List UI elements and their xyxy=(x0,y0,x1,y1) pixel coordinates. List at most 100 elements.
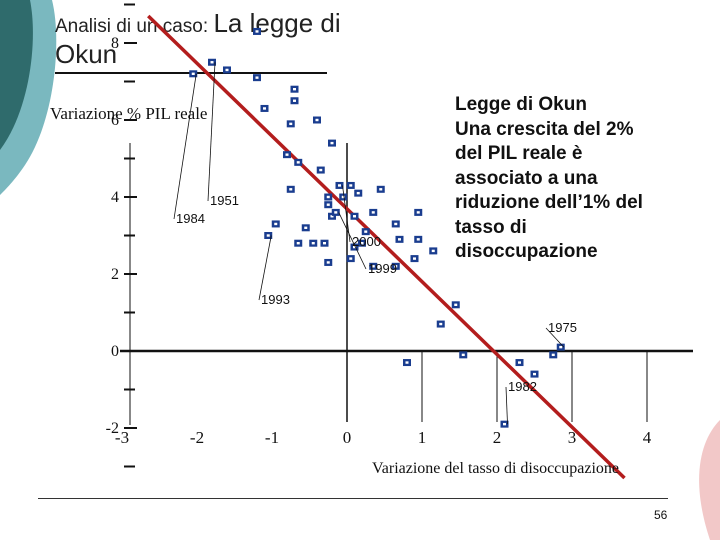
data-point-center xyxy=(431,249,435,253)
data-point-center xyxy=(326,195,330,199)
data-point-center xyxy=(364,230,368,233)
x-tick-label: 3 xyxy=(568,428,577,447)
data-point-center xyxy=(323,242,326,245)
y-tick-label: 4 xyxy=(111,189,119,206)
callout-line: tasso di xyxy=(455,216,527,238)
point-label-leader xyxy=(207,62,216,202)
slide-title: Analisi di un caso: La legge di Okun xyxy=(55,8,435,69)
title-prefix: Analisi di un caso: xyxy=(55,16,209,37)
title-line-2: Okun xyxy=(55,39,118,69)
callout-line: disoccupazione xyxy=(455,241,598,262)
point-label-leader xyxy=(505,386,508,425)
data-point-center xyxy=(454,303,458,306)
okun-callout: Legge di Okun Una crescita del 2% del PI… xyxy=(455,93,695,265)
point-label: 1993 xyxy=(261,292,290,307)
data-point-center xyxy=(285,153,289,156)
data-point-center xyxy=(360,242,364,245)
data-point-center xyxy=(326,261,330,264)
y-tick-label: 2 xyxy=(111,266,119,283)
data-point-center xyxy=(255,30,259,33)
data-point-center xyxy=(503,422,506,426)
callout-line: associato a una xyxy=(455,167,598,189)
data-point-center xyxy=(379,188,383,191)
okun-trend-line xyxy=(147,14,626,480)
data-point-center xyxy=(266,234,270,237)
corner-decoration-bottom xyxy=(699,420,720,540)
data-point-center xyxy=(255,76,259,79)
callout-line: Una crescita del 2% xyxy=(455,118,634,140)
point-label: 1999 xyxy=(368,261,397,276)
point-label-leader xyxy=(338,212,367,270)
data-point-center xyxy=(304,226,308,229)
data-point-center xyxy=(416,211,420,214)
y-tick-label: 6 xyxy=(111,112,119,129)
point-label: 1975 xyxy=(548,320,577,335)
data-point-center xyxy=(413,257,416,260)
y-axis-label: Variazione % PIL reale xyxy=(50,104,208,123)
data-point-center xyxy=(353,245,356,249)
data-point-center xyxy=(338,184,341,187)
data-point-center xyxy=(439,322,443,326)
data-point-center xyxy=(274,222,278,226)
data-point-center xyxy=(315,118,319,122)
callout-line: riduzione dell’1% del xyxy=(455,192,643,213)
data-point-center xyxy=(353,215,356,218)
data-point-center xyxy=(371,265,375,268)
data-point-center xyxy=(394,265,398,268)
data-point-center xyxy=(191,72,195,75)
data-point-center xyxy=(349,184,353,187)
data-point-center xyxy=(263,107,266,110)
data-point-center xyxy=(326,203,330,206)
footer-rule xyxy=(38,498,668,499)
data-point-center xyxy=(296,242,300,245)
data-point-center xyxy=(559,345,563,349)
point-label-leader xyxy=(173,73,197,220)
data-point-center xyxy=(518,361,521,364)
page-number: 56 xyxy=(654,508,668,522)
data-point-center xyxy=(293,88,296,91)
point-label: 1951 xyxy=(210,193,239,208)
data-point-center xyxy=(341,195,345,199)
callout-line: Legge di Okun xyxy=(455,94,587,115)
data-point-center xyxy=(311,242,315,245)
point-label: 2000 xyxy=(352,234,381,249)
data-point-center xyxy=(210,61,214,64)
data-point-center xyxy=(330,141,334,145)
data-point-center xyxy=(533,372,536,376)
corner-decoration xyxy=(0,0,57,195)
data-point-center xyxy=(405,361,409,364)
x-tick-label: -3 xyxy=(115,428,129,447)
x-tick-label: 0 xyxy=(343,428,352,447)
data-point-center xyxy=(293,99,296,102)
data-point-center xyxy=(330,215,334,218)
point-label-leader xyxy=(545,327,565,348)
x-tick-label: -1 xyxy=(265,428,279,447)
x-tick-label: 1 xyxy=(418,428,427,447)
point-label-leader xyxy=(258,235,272,301)
callout-line: del PIL reale è xyxy=(455,143,583,164)
data-point-center xyxy=(225,68,229,72)
data-point-center xyxy=(319,168,323,172)
title-main: La legge di xyxy=(213,8,341,38)
y-tick-label: 0 xyxy=(111,343,119,360)
data-point-center xyxy=(416,238,420,241)
y-tick-label: 8 xyxy=(111,35,119,52)
y-tick-label: -2 xyxy=(106,420,119,437)
data-point-center xyxy=(461,353,465,357)
data-point-center xyxy=(289,122,293,126)
data-point-center xyxy=(398,238,401,241)
data-point-center xyxy=(551,353,555,357)
data-point-center xyxy=(296,161,300,164)
data-point-center xyxy=(371,211,375,214)
data-point-center xyxy=(289,188,293,191)
x-tick-label: 4 xyxy=(643,428,652,447)
x-tick-label: -2 xyxy=(190,428,204,447)
data-point-center xyxy=(356,191,360,195)
x-axis-label: Variazione del tasso di disoccupazione xyxy=(372,460,620,477)
point-label: 1982 xyxy=(508,379,537,394)
data-point-center xyxy=(394,222,398,226)
point-label: 1984 xyxy=(176,211,205,226)
data-point-center xyxy=(349,257,353,260)
x-tick-label: 2 xyxy=(493,428,502,447)
